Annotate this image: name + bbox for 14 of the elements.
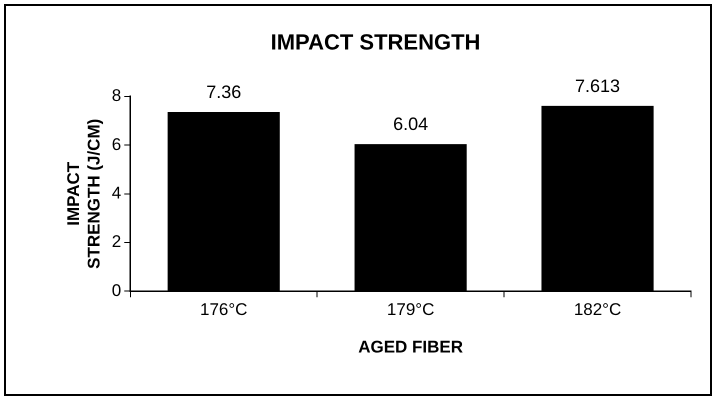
x-tick-label: 182°C: [574, 300, 622, 320]
data-label: 7.613: [575, 76, 620, 96]
x-tick-label: 179°C: [386, 300, 434, 320]
x-axis-title: AGED FIBER: [358, 337, 464, 356]
y-tick-label: 4: [112, 183, 122, 202]
x-tick-label: 176°C: [200, 300, 248, 320]
y-tick-label: 0: [112, 280, 122, 300]
data-label: 6.04: [393, 114, 428, 134]
y-tick-label: 2: [112, 232, 122, 252]
y-tick-label: 8: [112, 86, 122, 106]
chart-title: IMPACT STRENGTH: [270, 29, 480, 54]
data-label: 7.36: [206, 82, 242, 102]
y-tick-label: 6: [112, 134, 122, 154]
y-axis-title: IMPACT STRENGTH (J/CM): [64, 118, 104, 269]
